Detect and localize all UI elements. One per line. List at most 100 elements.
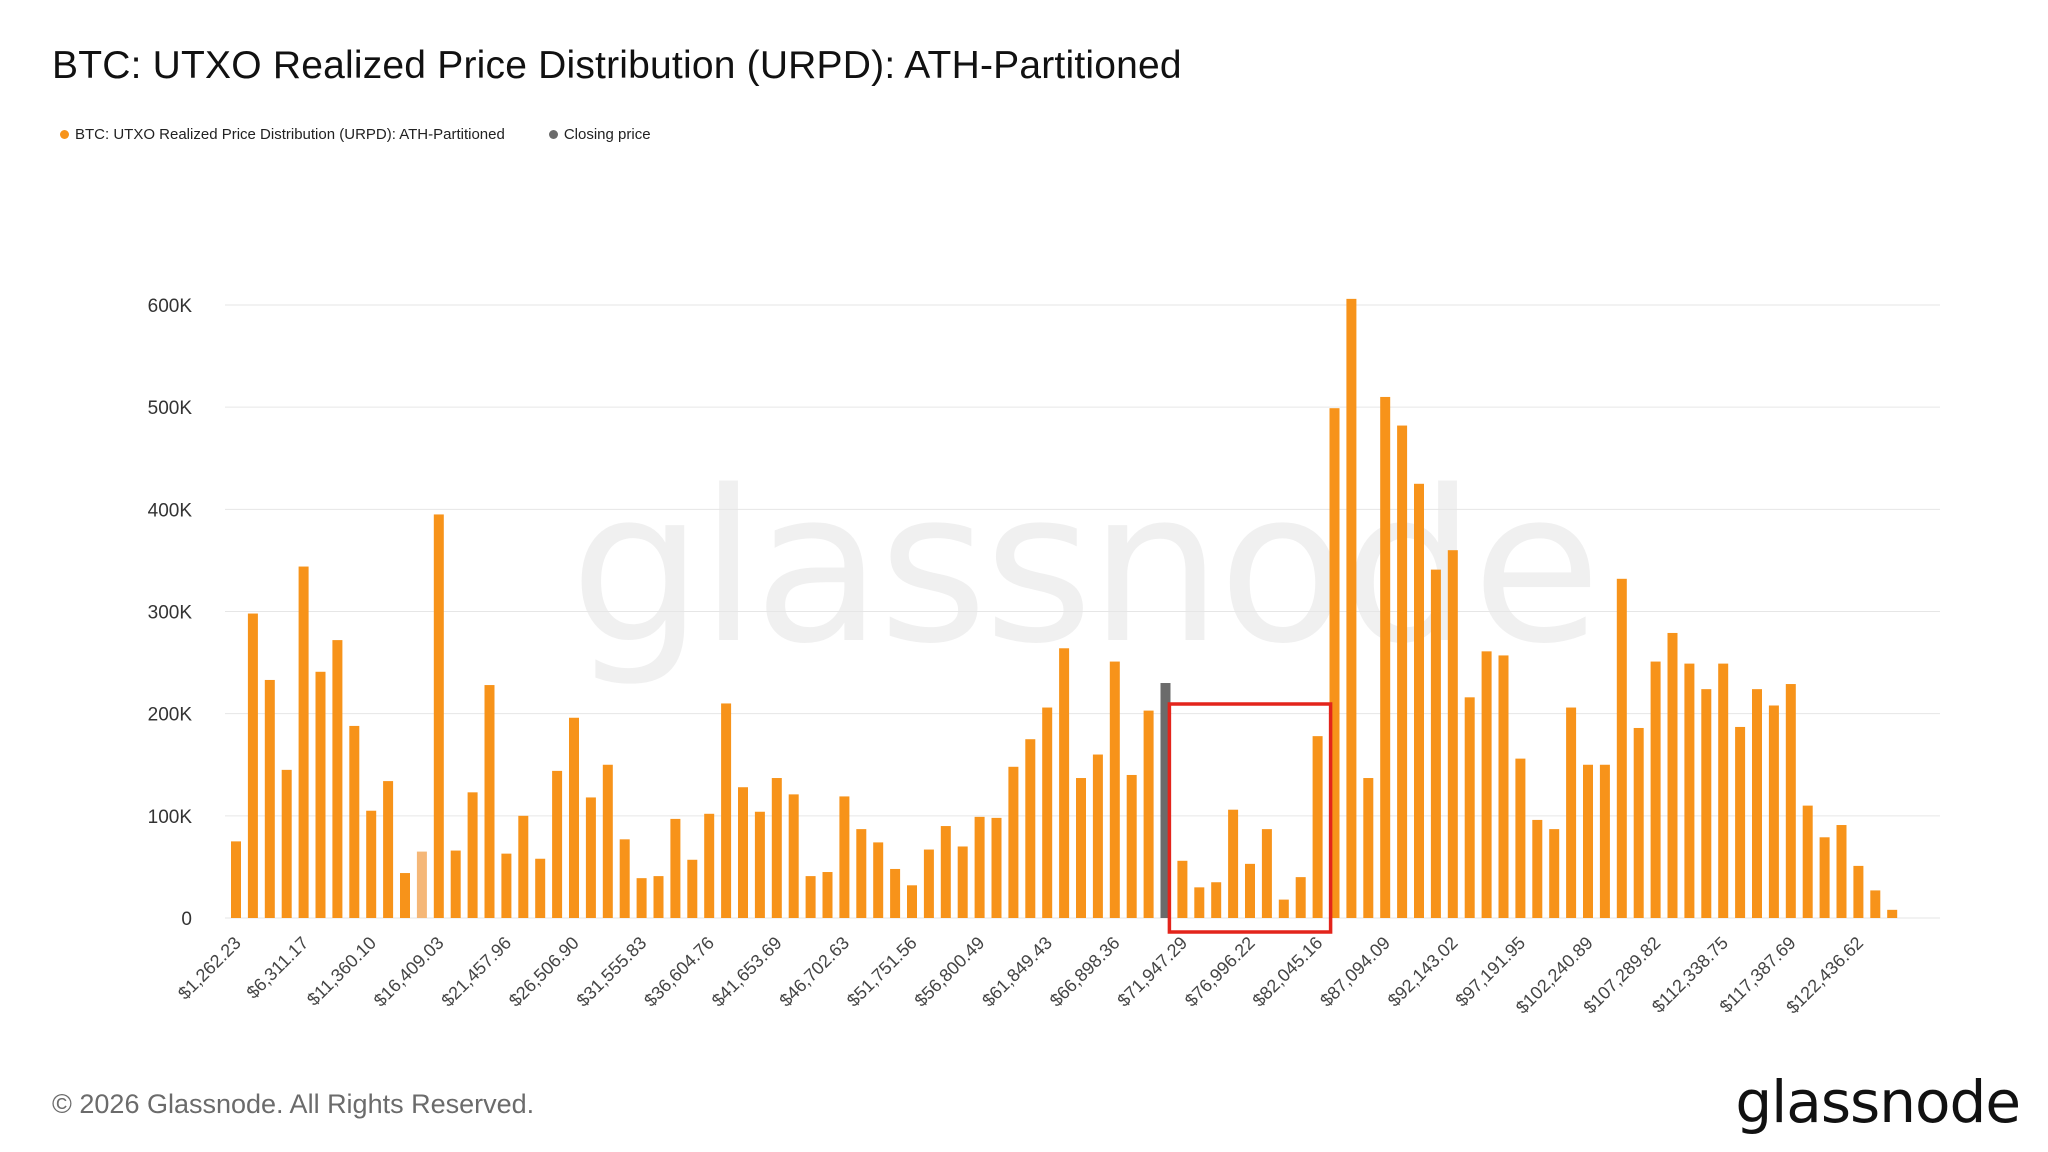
bar: [1633, 727, 1644, 918]
bar: [653, 876, 664, 918]
bar: [518, 815, 529, 918]
bar: [1329, 408, 1340, 918]
bar: [1059, 648, 1070, 918]
bar: [1464, 697, 1475, 918]
bar: [1312, 736, 1323, 918]
bar: [1583, 764, 1593, 918]
bar: [1430, 569, 1441, 918]
bar: [1177, 860, 1188, 918]
watermark: glassnode: [570, 445, 1601, 690]
legend-label-closing-price: Closing price: [563, 126, 651, 143]
bar: [349, 725, 360, 918]
bar: [501, 853, 512, 918]
x-tick-label: $1,262.23: [174, 933, 245, 1004]
x-tick-label: $26,506.90: [505, 933, 583, 1011]
bar: [873, 842, 884, 918]
bar: [1447, 550, 1458, 918]
bar: [754, 811, 765, 918]
chart-title: BTC: UTXO Realized Price Distribution (U…: [52, 44, 1182, 87]
bar: [416, 851, 427, 918]
bar: [1549, 829, 1560, 918]
bar: [1025, 739, 1036, 918]
bar: [1143, 710, 1154, 918]
y-tick-label: 0: [181, 909, 192, 930]
bar: [721, 703, 732, 918]
bar: [822, 872, 833, 918]
bar: [1785, 684, 1796, 918]
bar: [957, 846, 968, 918]
bar: [856, 829, 867, 918]
bar: [1853, 865, 1864, 918]
y-tick-label: 400K: [148, 500, 193, 521]
bar: [636, 878, 647, 918]
bar: [231, 841, 241, 918]
bar: [1397, 425, 1408, 918]
copyright-text: © 2026 Glassnode. All Rights Reserved.: [52, 1089, 535, 1119]
bar: [400, 873, 410, 918]
bar: [433, 514, 444, 918]
bar: [1498, 655, 1509, 918]
closing-price-bar: [1160, 683, 1171, 918]
bar: [974, 816, 985, 918]
legend-item-closing-price[interactable]: Closing price: [548, 126, 651, 143]
x-tick-label: $76,996.22: [1181, 933, 1259, 1011]
bar: [1667, 632, 1678, 918]
bar: [771, 778, 782, 918]
bar: [1836, 825, 1847, 918]
bar: [991, 817, 1002, 918]
bar: [1076, 778, 1086, 918]
x-tick-label: $82,045.16: [1249, 933, 1327, 1011]
x-tick-label: $87,094.09: [1316, 933, 1394, 1011]
bar: [687, 859, 698, 918]
bar: [1887, 909, 1898, 918]
bar: [1228, 809, 1239, 918]
bar: [1481, 651, 1492, 918]
bar: [1346, 298, 1357, 918]
bar: [1532, 819, 1543, 918]
bar: [1819, 837, 1830, 918]
y-axis-labels: 0 100K 200K 300K 400K 500K 600K: [148, 296, 193, 930]
bar: [1616, 578, 1627, 918]
bar: [1566, 707, 1577, 918]
bar: [535, 858, 546, 918]
bar: [923, 849, 934, 918]
bar: [1295, 877, 1306, 918]
bar: [1245, 863, 1255, 918]
highlight-rectangle: [1167, 702, 1333, 934]
bar: [1414, 483, 1424, 918]
bar: [1363, 778, 1374, 918]
x-tick-label: $21,457.96: [437, 933, 515, 1011]
bar: [907, 885, 917, 918]
x-tick-label: $41,653.69: [708, 933, 786, 1011]
bar: [788, 794, 799, 918]
bar: [247, 613, 258, 918]
bar: [298, 566, 309, 918]
bar: [1211, 882, 1222, 918]
x-tick-label: $56,800.49: [911, 933, 989, 1011]
x-tick-label: $51,751.56: [843, 933, 921, 1011]
y-tick-label: 200K: [148, 705, 193, 726]
x-tick-label: $31,555.83: [573, 933, 651, 1011]
bar: [585, 797, 596, 918]
bar: [1261, 829, 1272, 918]
bar: [1870, 890, 1881, 918]
bar: [1109, 661, 1120, 918]
bar: [552, 770, 563, 918]
bar: [940, 826, 951, 918]
bar: [1802, 805, 1813, 918]
x-tick-label: $66,898.36: [1046, 933, 1124, 1011]
x-tick-label: $46,702.63: [775, 933, 853, 1011]
bar: [1380, 396, 1391, 918]
glassnode-logo: glassnode: [1735, 1068, 2021, 1136]
bar: [839, 796, 850, 918]
bar: [805, 876, 816, 918]
legend: BTC: UTXO Realized Price Distribution (U…: [60, 126, 651, 143]
x-tick-label: $61,849.43: [978, 933, 1056, 1011]
bar: [1684, 663, 1695, 918]
x-tick-label: $16,409.03: [370, 933, 448, 1011]
bar: [569, 717, 579, 918]
bar: [1092, 754, 1103, 918]
legend-item-urpd[interactable]: BTC: UTXO Realized Price Distribution (U…: [60, 126, 505, 143]
annotations: [1167, 702, 1333, 934]
